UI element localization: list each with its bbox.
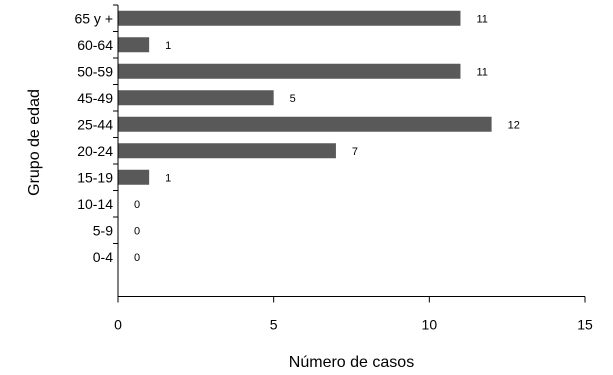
category-label-6: 15-19 [77,169,113,185]
category-label-9: 0-4 [93,249,113,265]
category-label-0: 65 y + [74,10,113,26]
bar-3 [118,90,274,106]
data-label-6: 1 [165,172,171,184]
data-label-1: 1 [165,40,171,52]
bar-1 [118,37,150,53]
data-label-4: 12 [508,119,520,131]
x-tick-label-2: 10 [422,317,438,333]
x-axis-ticks: 0 5 10 15 [114,296,593,333]
data-label-5: 7 [352,146,358,158]
category-label-7: 10-14 [77,196,113,212]
data-label-9: 0 [134,252,140,264]
category-label-4: 25-44 [77,116,113,132]
x-axis-title: Número de casos [289,354,414,371]
data-label-2: 11 [476,66,487,78]
category-label-8: 5-9 [93,222,113,238]
x-tick-label-0: 0 [114,317,122,333]
category-label-5: 20-24 [77,143,113,159]
data-label-3: 5 [290,93,296,105]
data-label-7: 0 [134,199,140,211]
category-label-2: 50-59 [77,63,113,79]
bar-2 [118,63,461,79]
x-tick-label-3: 15 [577,317,593,333]
bars [118,10,492,185]
category-label-3: 45-49 [77,90,113,106]
bar-0 [118,10,461,26]
data-label-0: 11 [476,13,487,25]
category-label-1: 60-64 [77,37,113,53]
bar-5 [118,143,336,159]
bar-4 [118,116,492,132]
category-labels: 65 y + 60-64 50-59 45-49 25-44 20-24 15-19 10-1… [74,4,118,265]
y-axis-title: Grupo de edad [26,89,43,196]
data-label-8: 0 [134,225,140,237]
x-tick-label-1: 5 [270,317,278,333]
bar-6 [118,169,150,185]
